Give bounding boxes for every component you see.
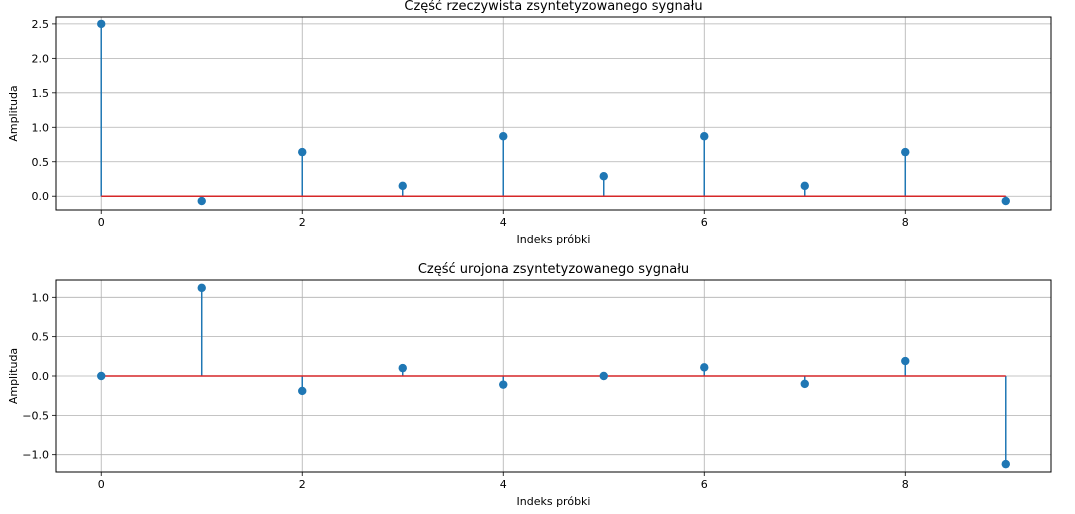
stem-marker [1001, 196, 1010, 206]
stem-marker [599, 371, 608, 381]
x-tick-label: 6 [701, 478, 708, 491]
chart-2: 0 2 4 6 8 −1.0 −0.5 0.0 0.5 1.0 Część urojona zsyn… [7, 262, 1052, 508]
x-tick-label: 8 [902, 216, 909, 229]
stem-marker [700, 363, 709, 372]
stem-marker [298, 386, 307, 396]
x-tick-label: 6 [701, 216, 708, 229]
y-tick-label: 1.0 [32, 121, 50, 134]
stem-marker [197, 283, 206, 293]
x-tick-label: 4 [500, 216, 507, 229]
x-tick-label: 0 [98, 478, 105, 491]
y-tick-label: 2.5 [32, 18, 50, 31]
stem-marker [398, 363, 407, 373]
x-tick-label: 2 [299, 216, 306, 229]
stem-marker [901, 147, 910, 157]
y-tick-label: 1.0 [32, 291, 50, 304]
stem-marker [298, 147, 307, 157]
x-tick-label: 2 [299, 478, 306, 491]
stem-marker [901, 356, 910, 366]
axes-frame [55, 16, 1052, 211]
x-tick-label: 0 [98, 216, 105, 229]
stem-marker [398, 181, 407, 191]
y-tick-label: 0.5 [32, 156, 50, 169]
y-tick-label: 0.0 [32, 370, 50, 383]
stem-marker [599, 172, 608, 181]
y-tick-label: 0.5 [32, 331, 50, 344]
stem-marker [97, 19, 106, 29]
x-axis-label: Indeks próbki [517, 233, 591, 246]
stem-marker [499, 380, 508, 389]
y-axis-label: Amplituda [7, 348, 20, 404]
y-tick-label: −0.5 [22, 409, 49, 422]
chart-title: Część urojona zsyntetyzowanego sygnału [418, 262, 689, 277]
stem-marker [700, 132, 709, 141]
stem-marker [197, 196, 206, 206]
x-tick-label: 4 [500, 478, 507, 491]
y-tick-label: 0.0 [32, 190, 50, 203]
chart-title: Część rzeczywista zsyntetyzowanego sygna… [404, 0, 702, 14]
stem-marker [499, 132, 508, 141]
y-axis-label: Amplituda [7, 85, 20, 141]
stem-marker [800, 181, 809, 191]
chart-1: 0 2 4 6 8 0.0 0.5 1.0 1.5 2.0 2.5 Część rzeczywista… [7, 0, 1052, 246]
stem-marker [1001, 459, 1010, 469]
y-tick-label: −1.0 [22, 449, 49, 462]
stem-marker [800, 379, 809, 389]
y-tick-label: 1.5 [32, 87, 50, 100]
stem-marker [97, 371, 106, 381]
x-axis-label: Indeks próbki [517, 495, 591, 508]
y-tick-label: 2.0 [32, 52, 50, 65]
x-tick-label: 8 [902, 478, 909, 491]
plot-area [56, 17, 1051, 210]
